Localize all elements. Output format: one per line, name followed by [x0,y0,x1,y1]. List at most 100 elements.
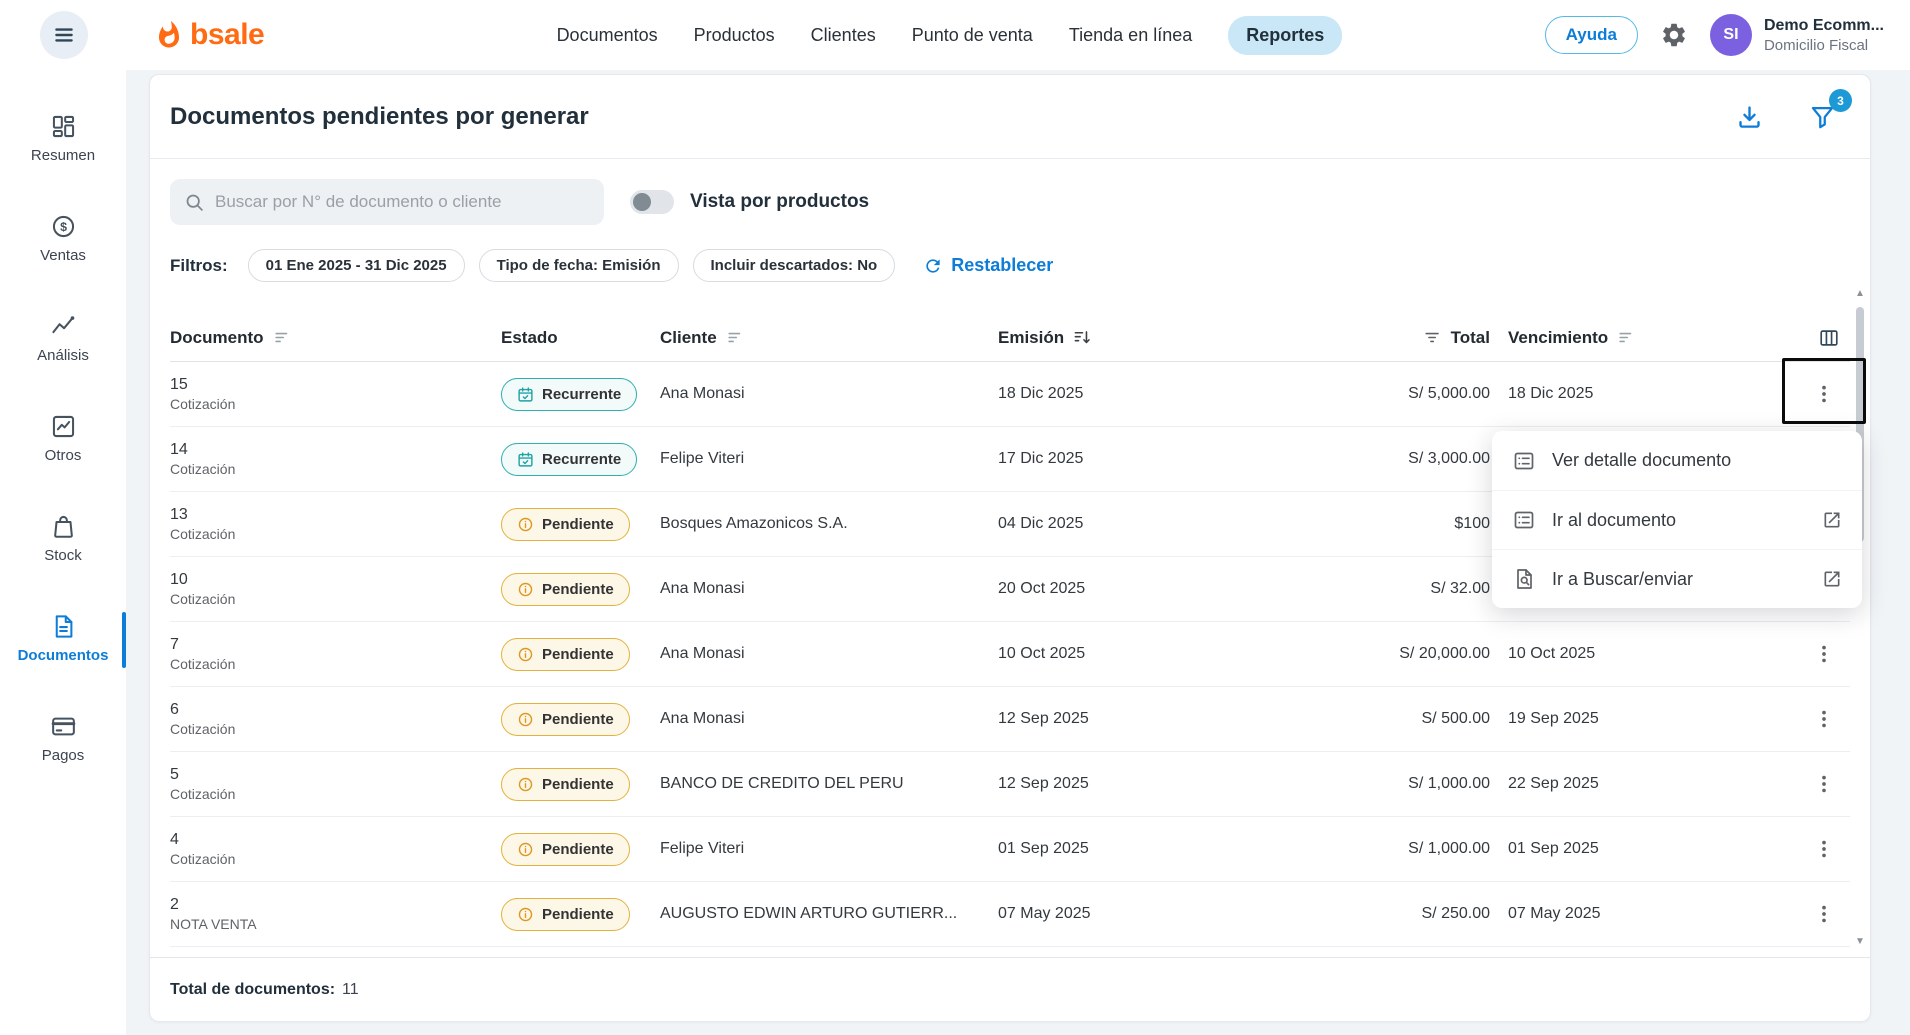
nav-documentos[interactable]: Documentos [556,24,658,45]
reset-filters-link[interactable]: Restablecer [923,255,1053,276]
status-badge: Pendiente [501,507,630,541]
scroll-up-arrow[interactable]: ▲ [1855,288,1865,299]
toggle-knob [633,193,651,211]
nav-productos[interactable]: Productos [693,24,775,45]
client-name: Ana Monasi [660,645,745,662]
status-cell: Pendiente [501,572,660,606]
sort-descending-icon[interactable] [1073,328,1092,347]
menu-button[interactable] [40,11,88,59]
row-actions-button[interactable] [1804,634,1844,674]
scrollbar-thumb[interactable] [1856,307,1864,542]
client-name: BANCO DE CREDITO DEL PERU [660,775,904,792]
bsale-logo[interactable]: bsale [154,18,265,52]
table-scrollbar[interactable]: ▲ ▼ [1853,287,1867,949]
account-menu[interactable]: SI Demo Ecomm... Domicilio Fiscal [1709,14,1884,56]
filter-chip-discarded[interactable]: Incluir descartados: No [692,249,896,282]
menu-item-ver-detalle[interactable]: Ver detalle documento [1492,431,1862,490]
row-actions-button[interactable] [1804,894,1844,934]
col-header-documento[interactable]: Documento [170,328,501,348]
col-header-cliente[interactable]: Cliente [660,328,998,348]
filter-button[interactable]: 3 [1805,89,1852,134]
products-view-toggle[interactable] [630,190,674,214]
issue-date: 12 Sep 2025 [998,710,1089,727]
table-row[interactable]: 6 Cotización Pendiente Ana Monasi 12 Sep… [170,687,1850,752]
payments-icon [51,717,75,735]
table-row[interactable]: 14 Cotización Recurrente Felipe Viteri 1… [170,427,1850,492]
document-number: 10 [170,571,188,588]
status-label: Recurrente [542,450,622,468]
sidebar-item-analisis[interactable]: Análisis [0,310,126,366]
nav-clientes[interactable]: Clientes [810,24,876,45]
nav-punto-de-venta[interactable]: Punto de venta [911,24,1033,45]
issue-date: 18 Dic 2025 [998,385,1084,402]
controls-row: Vista por productos [170,179,1850,225]
scroll-down-arrow[interactable]: ▼ [1855,936,1865,947]
col-header-emision[interactable]: Emisión [998,328,1198,348]
external-link-icon [1824,571,1840,587]
table-row[interactable]: 15 Cotización Recurrente Ana Monasi 18 D… [170,362,1850,427]
issue-date: 04 Dic 2025 [998,515,1084,532]
filters-label: Filtros: [170,255,228,275]
row-actions-button[interactable] [1804,829,1844,869]
list-detail-icon [1514,452,1534,469]
nav-reportes[interactable]: Reportes [1228,15,1343,55]
sidebar-item-ventas[interactable]: $ Ventas [0,210,126,266]
settings-button[interactable] [1660,21,1688,49]
total-amount: S/ 3,000.00 [1408,450,1490,467]
gear-icon [1663,23,1685,47]
sidebar-item-pagos[interactable]: Pagos [0,710,126,766]
row-actions-button[interactable] [1804,699,1844,739]
row-actions-button[interactable] [1804,764,1844,804]
card-footer: Total de documentos: 11 [150,957,1870,1021]
table-row[interactable]: 2 NOTA VENTA Pendiente AUGUSTO EDWIN ART… [170,882,1850,947]
status-label: Recurrente [542,385,622,403]
search-input[interactable] [215,192,590,212]
status-badge: Pendiente [501,572,630,606]
issue-date: 17 Dic 2025 [998,450,1084,467]
sidebar-item-documentos[interactable]: Documentos [0,610,126,668]
download-button[interactable] [1732,99,1767,134]
account-name: Demo Ecomm... [1763,16,1884,34]
status-cell: Recurrente [501,442,660,476]
row-actions-button[interactable] [1804,374,1844,414]
col-header-total[interactable]: Total [1198,328,1490,348]
menu-item-ir-al-documento[interactable]: Ir al documento [1492,490,1862,549]
sidebar-item-otros[interactable]: Otros [0,410,126,466]
info-circle-icon [518,647,533,661]
sidebar-item-stock[interactable]: Stock [0,510,126,566]
search-box[interactable] [170,179,604,225]
table-row[interactable]: 10 Cotización Pendiente Ana Monasi 20 Oc… [170,557,1850,622]
sort-icon[interactable] [273,328,292,347]
table-row[interactable]: 7 Cotización Pendiente Ana Monasi 10 Oct… [170,622,1850,687]
sort-icon[interactable] [726,328,745,347]
table-row[interactable]: 5 Cotización Pendiente BANCO DE CREDITO … [170,752,1850,817]
status-cell: Pendiente [501,832,660,866]
sort-icon[interactable] [1617,328,1636,347]
sidebar-label: Ventas [40,246,86,264]
filter-chip-date-type[interactable]: Tipo de fecha: Emisión [478,249,679,282]
menu-item-label: Ir a Buscar/enviar [1552,568,1694,589]
document-cell: 2 NOTA VENTA [170,895,501,933]
search-icon [186,194,203,211]
row-context-menu: Ver detalle documento Ir al documento Ir… [1492,431,1862,608]
filter-lines-icon[interactable] [1423,328,1442,347]
total-amount: S/ 32.00 [1430,580,1490,597]
nav-tienda-en-linea[interactable]: Tienda en línea [1068,24,1193,45]
menu-item-ir-a-buscar-enviar[interactable]: Ir a Buscar/enviar [1492,549,1862,608]
document-cell: 5 Cotización [170,765,501,803]
column-settings-button[interactable] [1814,323,1844,353]
client-name: Ana Monasi [660,385,745,402]
table-row[interactable]: 13 Cotización Pendiente Bosques Amazonic… [170,492,1850,557]
status-label: Pendiente [542,580,614,598]
table-row[interactable]: 4 Cotización Pendiente Felipe Viteri 01 … [170,817,1850,882]
sidebar-label: Análisis [37,346,89,364]
due-date: 07 May 2025 [1508,905,1601,922]
filter-chip-date-range[interactable]: 01 Ene 2025 - 31 Dic 2025 [247,249,465,282]
col-header-estado[interactable]: Estado [501,327,558,347]
filters-row: Filtros: 01 Ene 2025 - 31 Dic 2025 Tipo … [170,249,1850,282]
col-header-vencimiento[interactable]: Vencimiento [1490,328,1728,348]
sidebar-item-resumen[interactable]: Resumen [0,110,126,166]
help-button[interactable]: Ayuda [1544,16,1638,54]
issue-date: 10 Oct 2025 [998,645,1086,662]
sidebar-label: Documentos [17,646,109,664]
